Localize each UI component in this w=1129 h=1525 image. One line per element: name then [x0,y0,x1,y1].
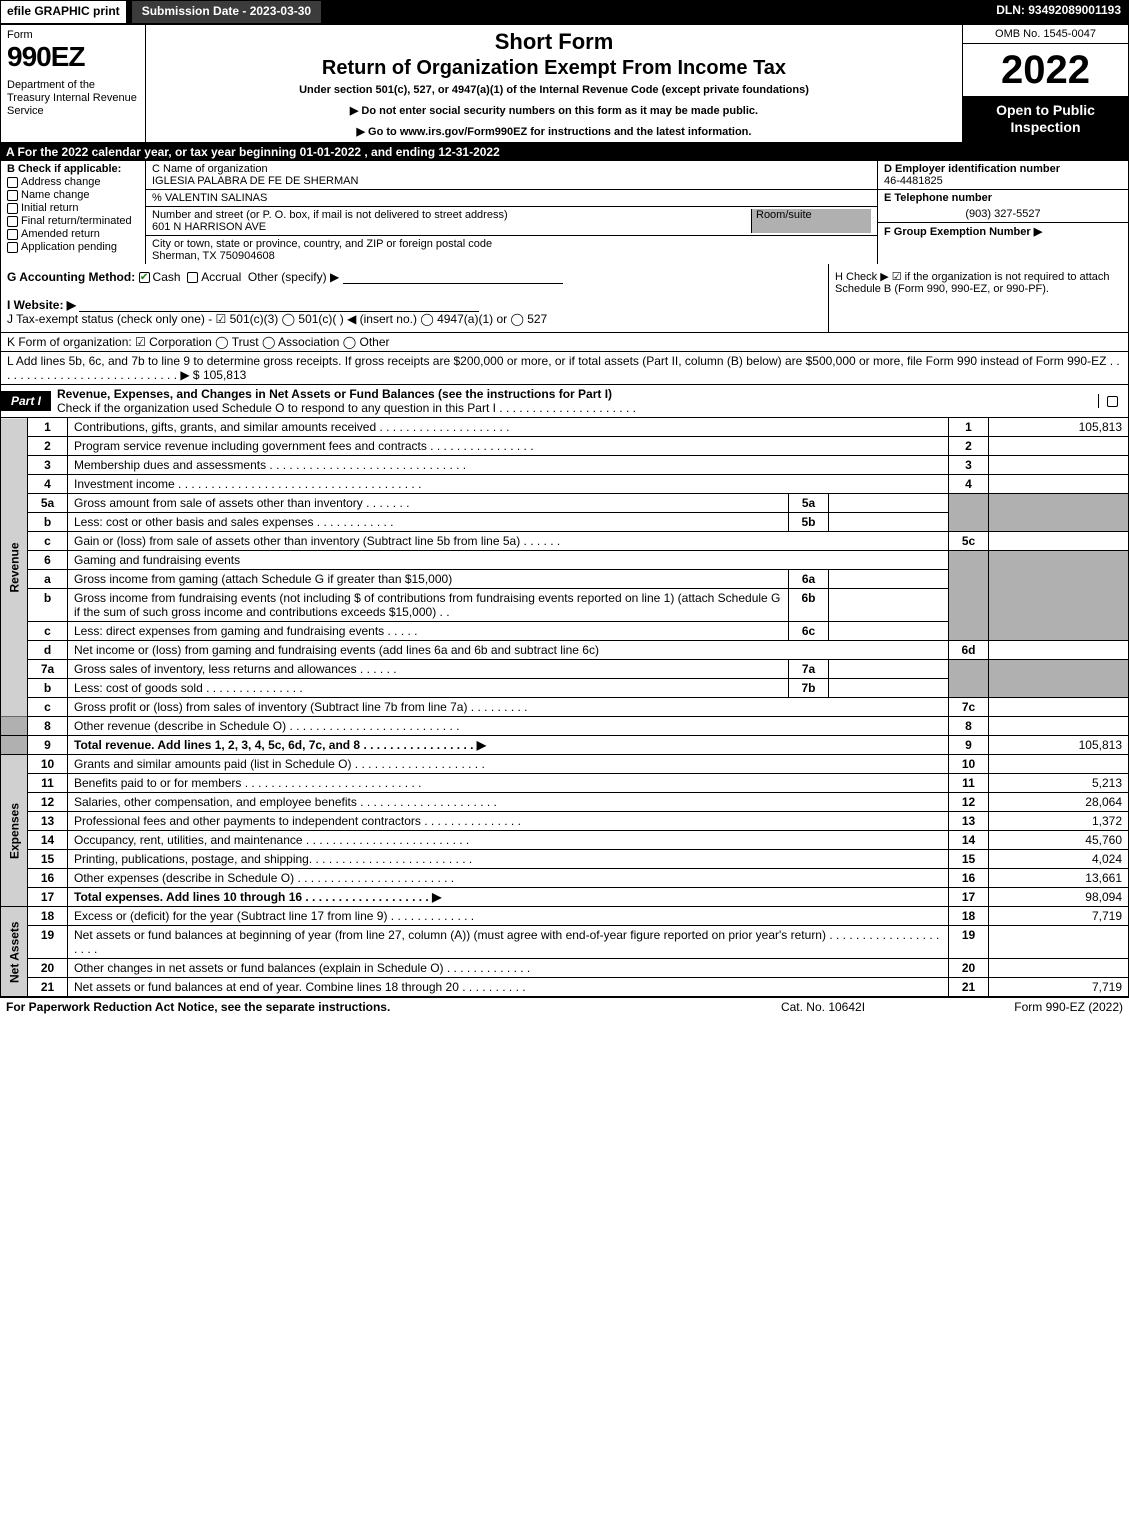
goto-link[interactable]: ▶ Go to www.irs.gov/Form990EZ for instru… [154,125,954,138]
ein: 46-4481825 [884,175,943,187]
street-label: Number and street (or P. O. box, if mail… [152,209,508,221]
side-expenses: Expenses [1,755,28,907]
b-label: B Check if applicable: [7,163,121,175]
efile-label: efile GRAPHIC print [0,0,127,24]
room-label: Room/suite [751,209,871,233]
c-label: C Name of organization [152,163,268,175]
footer-center: Cat. No. 10642I [723,1000,923,1014]
form-number: 990EZ [7,41,139,73]
tax-year: 2022 [963,44,1128,96]
part1-table: Revenue 1Contributions, gifts, grants, a… [0,418,1129,997]
side-revenue: Revenue [1,418,28,717]
footer-left: For Paperwork Reduction Act Notice, see … [6,1000,723,1014]
form-header: Form 990EZ Department of the Treasury In… [0,24,1129,143]
d-label: D Employer identification number [884,163,1060,175]
city: Sherman, TX 750904608 [152,250,275,262]
return-title: Return of Organization Exempt From Incom… [154,57,954,80]
ck-final-return[interactable]: Final return/terminated [7,215,139,227]
telephone: (903) 327-5527 [884,204,1122,220]
form-word: Form [7,29,139,41]
footer-right: Form 990-EZ (2022) [923,1000,1123,1014]
part1-badge: Part I [1,391,51,411]
ck-amended-return[interactable]: Amended return [7,228,139,240]
ck-cash[interactable] [139,272,150,283]
f-label: F Group Exemption Number ▶ [884,226,1042,238]
row-k: K Form of organization: ☑ Corporation ◯ … [0,333,1129,352]
footer: For Paperwork Reduction Act Notice, see … [0,997,1129,1016]
part1-header: Part I Revenue, Expenses, and Changes in… [0,385,1129,418]
omb-number: OMB No. 1545-0047 [963,25,1128,44]
dln: DLN: 93492089001193 [988,0,1129,24]
no-ssn-notice: ▶ Do not enter social security numbers o… [154,104,954,117]
col-de: D Employer identification number 46-4481… [878,161,1128,264]
ck-address-change[interactable]: Address change [7,176,139,188]
ck-accrual[interactable] [187,272,198,283]
short-form-title: Short Form [154,29,954,55]
col-c-org: C Name of organization IGLESIA PALABRA D… [146,161,878,264]
row-l: L Add lines 5b, 6c, and 7b to line 9 to … [0,352,1129,385]
submission-date: Submission Date - 2023-03-30 [131,0,322,24]
care-of: % VALENTIN SALINAS [146,190,877,207]
ck-initial-return[interactable]: Initial return [7,202,139,214]
j-tax-exempt: J Tax-exempt status (check only one) - ☑… [7,312,547,326]
under-section: Under section 501(c), 527, or 4947(a)(1)… [154,84,954,96]
department: Department of the Treasury Internal Reve… [7,79,139,119]
part1-checkbox[interactable] [1107,396,1118,407]
section-bcdef: B Check if applicable: Address change Na… [0,161,1129,264]
row-gh: G Accounting Method: Cash Accrual Other … [0,264,1129,333]
row-a-period: A For the 2022 calendar year, or tax yea… [0,143,1129,161]
open-inspection: Open to Public Inspection [963,96,1128,142]
g-label: G Accounting Method: [7,270,135,284]
e-label: E Telephone number [884,192,992,204]
col-b-checkboxes: B Check if applicable: Address change Na… [1,161,146,264]
side-net-assets: Net Assets [1,907,28,997]
org-name: IGLESIA PALABRA DE FE DE SHERMAN [152,175,358,187]
top-bar: efile GRAPHIC print Submission Date - 20… [0,0,1129,24]
part1-check: Check if the organization used Schedule … [57,401,636,415]
ck-name-change[interactable]: Name change [7,189,139,201]
city-label: City or town, state or province, country… [152,238,492,250]
street: 601 N HARRISON AVE [152,221,266,233]
ck-application-pending[interactable]: Application pending [7,241,139,253]
part1-title: Revenue, Expenses, and Changes in Net As… [57,387,612,401]
h-check: H Check ▶ ☑ if the organization is not r… [828,264,1128,332]
i-label: I Website: ▶ [7,298,76,312]
